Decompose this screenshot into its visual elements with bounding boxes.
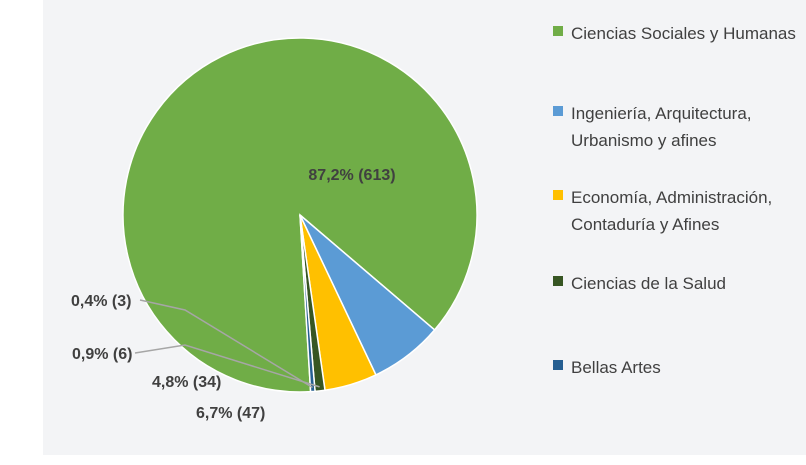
data-label-bellas-artes: 0,4% (3) (71, 293, 131, 310)
legend-item-ingenieria: Ingeniería, Arquitectura, Urbanismo y afi… (553, 100, 796, 154)
chart-legend: Ciencias Sociales y Humanas Ingeniería, … (553, 0, 803, 455)
legend-swatch (553, 360, 563, 370)
legend-swatch (553, 276, 563, 286)
data-label-ingenieria: 6,7% (47) (196, 405, 265, 422)
legend-swatch (553, 26, 563, 36)
data-label-ciencias-salud: 0,9% (6) (72, 346, 132, 363)
legend-label: Ciencias de la Salud (571, 274, 726, 293)
legend-label: Ciencias Sociales y Humanas (571, 24, 796, 43)
legend-label: Ingeniería, Arquitectura, Urbanismo y afi… (571, 104, 752, 150)
legend-label: Economía, Administración, Contaduría y Af… (571, 188, 773, 234)
legend-swatch (553, 190, 563, 200)
legend-item-economia: Economía, Administración, Contaduría y Af… (553, 184, 796, 238)
legend-swatch (553, 106, 563, 116)
leader-line (134, 344, 320, 388)
legend-label: Bellas Artes (571, 358, 661, 377)
legend-item-bellas-artes: Bellas Artes (553, 354, 796, 381)
legend-item-ciencias-sociales: Ciencias Sociales y Humanas (553, 20, 796, 47)
slice-bellas-artes (299, 214, 316, 393)
legend-item-ciencias-salud: Ciencias de la Salud (553, 270, 796, 297)
leader-line (139, 299, 313, 389)
data-label-ciencias-sociales: 87,2% (613) (308, 167, 395, 184)
data-label-economia: 4,8% (34) (152, 374, 221, 391)
